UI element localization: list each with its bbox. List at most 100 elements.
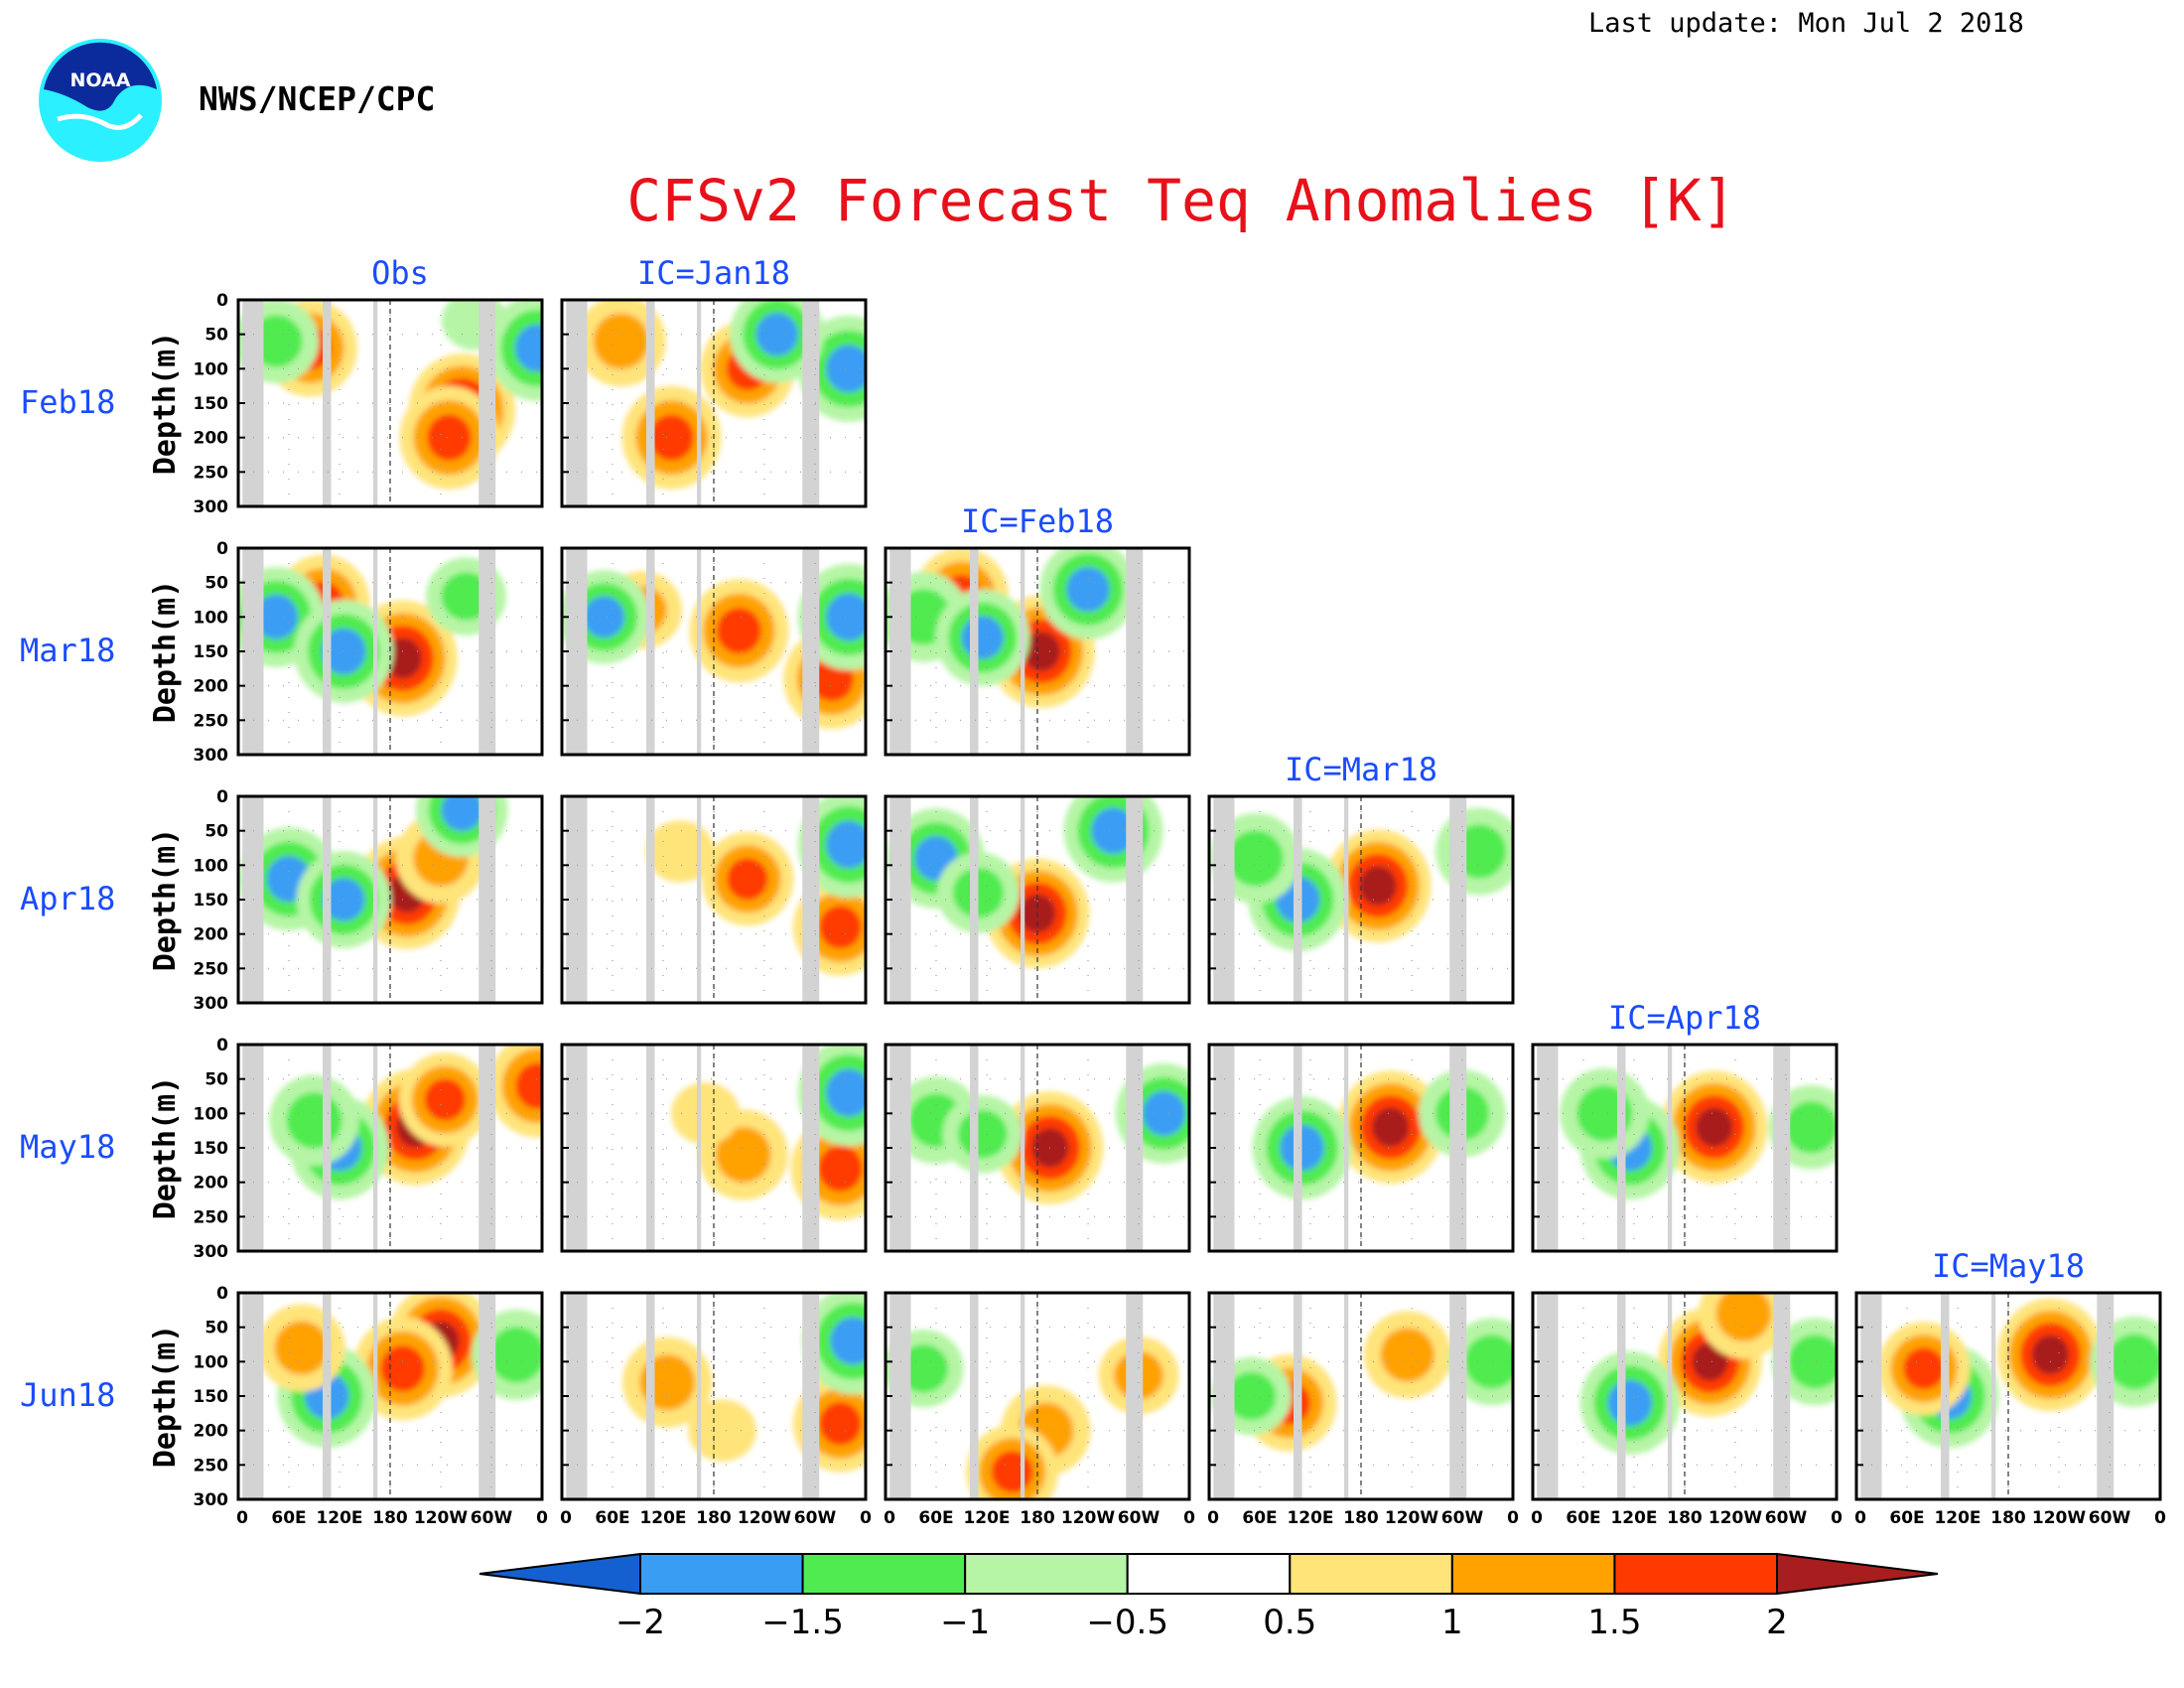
panel-Apr18-3: IC=Mar18 — [1207, 751, 1515, 1005]
panel-Apr18-2 — [884, 794, 1191, 1005]
x-tick-label: 0 — [2154, 1508, 2166, 1528]
panel-grid — [1533, 1293, 1837, 1499]
panel-Jun18-2: 0 60E 120E 180 120W 60W 0 — [884, 1291, 1195, 1528]
row-label: Jun18 — [20, 1376, 115, 1414]
anomaly-contour — [991, 1451, 1033, 1493]
x-tick-label: 180 — [1343, 1508, 1379, 1528]
y-tick-label: 300 — [194, 746, 229, 766]
land-mask-band — [646, 796, 655, 1003]
y-tick-label: 200 — [194, 429, 229, 449]
y-tick-label: 250 — [194, 1207, 229, 1227]
x-tick-label: 180 — [372, 1508, 408, 1528]
land-mask-band — [889, 548, 911, 755]
y-tick-label: 200 — [194, 925, 229, 945]
land-mask-band — [970, 796, 979, 1003]
y-tick-label: 150 — [194, 1139, 229, 1159]
x-tick-label: 0 — [1854, 1508, 1866, 1528]
anomaly-contour — [1227, 830, 1284, 887]
land-mask-band — [478, 1045, 496, 1251]
land-mask-band — [373, 1293, 378, 1499]
panel-Jun18-0: 0 60E 120E 180 120W 60W 0 — [236, 1291, 548, 1528]
land-mask-band — [1344, 1045, 1349, 1251]
land-mask-band — [1021, 548, 1025, 755]
x-tick-label: 120E — [639, 1508, 686, 1528]
panel-Jun18-4: 0 60E 120E 180 120W 60W 0 — [1531, 1291, 1843, 1528]
x-tick-label: 0 — [236, 1508, 248, 1528]
panel-Feb18-0: Obs — [236, 254, 544, 508]
colorbar-tick-label: −1 — [940, 1603, 990, 1642]
anomaly-contour — [380, 1345, 425, 1392]
panel-grid — [238, 300, 542, 506]
x-tick-label: 0 — [1831, 1508, 1843, 1528]
agency-label: NWS/NCEP/CPC — [199, 79, 436, 118]
anomaly-contour — [1785, 1101, 1837, 1154]
y-axis-title: Depth(m) — [148, 332, 183, 476]
colorbar-tick-label: −1.5 — [761, 1603, 844, 1642]
panel-grid — [238, 796, 542, 1003]
land-mask-band — [697, 1293, 702, 1499]
land-mask-band — [242, 300, 264, 506]
land-mask-band — [242, 796, 264, 1003]
panel-May18-2 — [884, 1043, 1191, 1253]
land-mask-band — [646, 548, 655, 755]
land-mask-band — [1537, 1045, 1559, 1251]
anomaly-contour — [715, 1126, 771, 1183]
anomaly-contour — [1023, 632, 1060, 671]
anomaly-contour — [1903, 1347, 1945, 1390]
y-tick-label: 0 — [216, 1036, 228, 1055]
x-tick-label: 120W — [2032, 1508, 2086, 1528]
land-mask-band — [697, 548, 702, 755]
x-tick-label: 60W — [1118, 1508, 1160, 1528]
y-tick-label: 250 — [194, 959, 229, 979]
land-mask-band — [970, 1293, 979, 1499]
colorbar: −2 −1.5 −1 −0.5 0.5 1 1.5 2 — [478, 1552, 1939, 1642]
anomaly-contour — [1464, 1335, 1513, 1389]
anomaly-contour — [1607, 1379, 1652, 1427]
land-mask-band — [566, 1045, 588, 1251]
column-header: IC=Mar18 — [1285, 751, 1437, 788]
row-label: Mar18 — [20, 632, 115, 669]
row-label: May18 — [20, 1128, 115, 1166]
chart-title: CFSv2 Forecast Teq Anomalies [K] — [0, 167, 2184, 234]
land-mask-band — [970, 548, 979, 755]
y-tick-label: 0 — [216, 787, 228, 807]
x-tick-label: 60W — [794, 1508, 837, 1528]
y-tick-label: 100 — [194, 1104, 229, 1124]
x-tick-label: 60E — [271, 1508, 306, 1528]
y-tick-label: 150 — [194, 642, 229, 662]
land-mask-band — [1773, 1293, 1791, 1499]
colorbar-swatch — [801, 1553, 967, 1595]
y-tick-label: 50 — [205, 1319, 228, 1338]
x-tick-label: 120W — [414, 1508, 468, 1528]
y-axis-title: Depth(m) — [148, 1325, 183, 1469]
land-mask-band — [1294, 796, 1302, 1003]
x-tick-label: 0 — [560, 1508, 572, 1528]
land-mask-band — [323, 1293, 332, 1499]
x-tick-label: 120E — [316, 1508, 362, 1528]
land-mask-band — [1213, 1045, 1235, 1251]
panel-Jun18-3: 0 60E 120E 180 120W 60W 0 — [1207, 1291, 1519, 1528]
column-header: IC=Apr18 — [1608, 999, 1761, 1037]
land-mask-band — [889, 1045, 911, 1251]
x-tick-label: 120W — [1061, 1508, 1115, 1528]
anomaly-contour — [583, 596, 625, 638]
column-header: IC=May18 — [1932, 1247, 2085, 1285]
colorbar-swatch — [1450, 1553, 1616, 1595]
anomaly-contour — [322, 628, 366, 675]
panel-grid — [562, 1293, 866, 1499]
y-tick-label: 0 — [216, 1284, 228, 1304]
x-tick-label: 0 — [1531, 1508, 1543, 1528]
land-mask-band — [566, 1293, 588, 1499]
y-tick-label: 200 — [194, 677, 229, 697]
anomaly-contour — [671, 1082, 740, 1145]
anomaly-contour — [1091, 807, 1136, 854]
row-label: Feb18 — [20, 383, 115, 421]
colorbar-tick-label: −2 — [615, 1603, 665, 1642]
colorbar-swatch — [1613, 1553, 1779, 1595]
x-tick-label: 120W — [1708, 1508, 1762, 1528]
panel-grid — [562, 548, 866, 755]
land-mask-band — [1294, 1293, 1302, 1499]
land-mask-band — [802, 300, 820, 506]
panel-grid — [1533, 1045, 1837, 1251]
